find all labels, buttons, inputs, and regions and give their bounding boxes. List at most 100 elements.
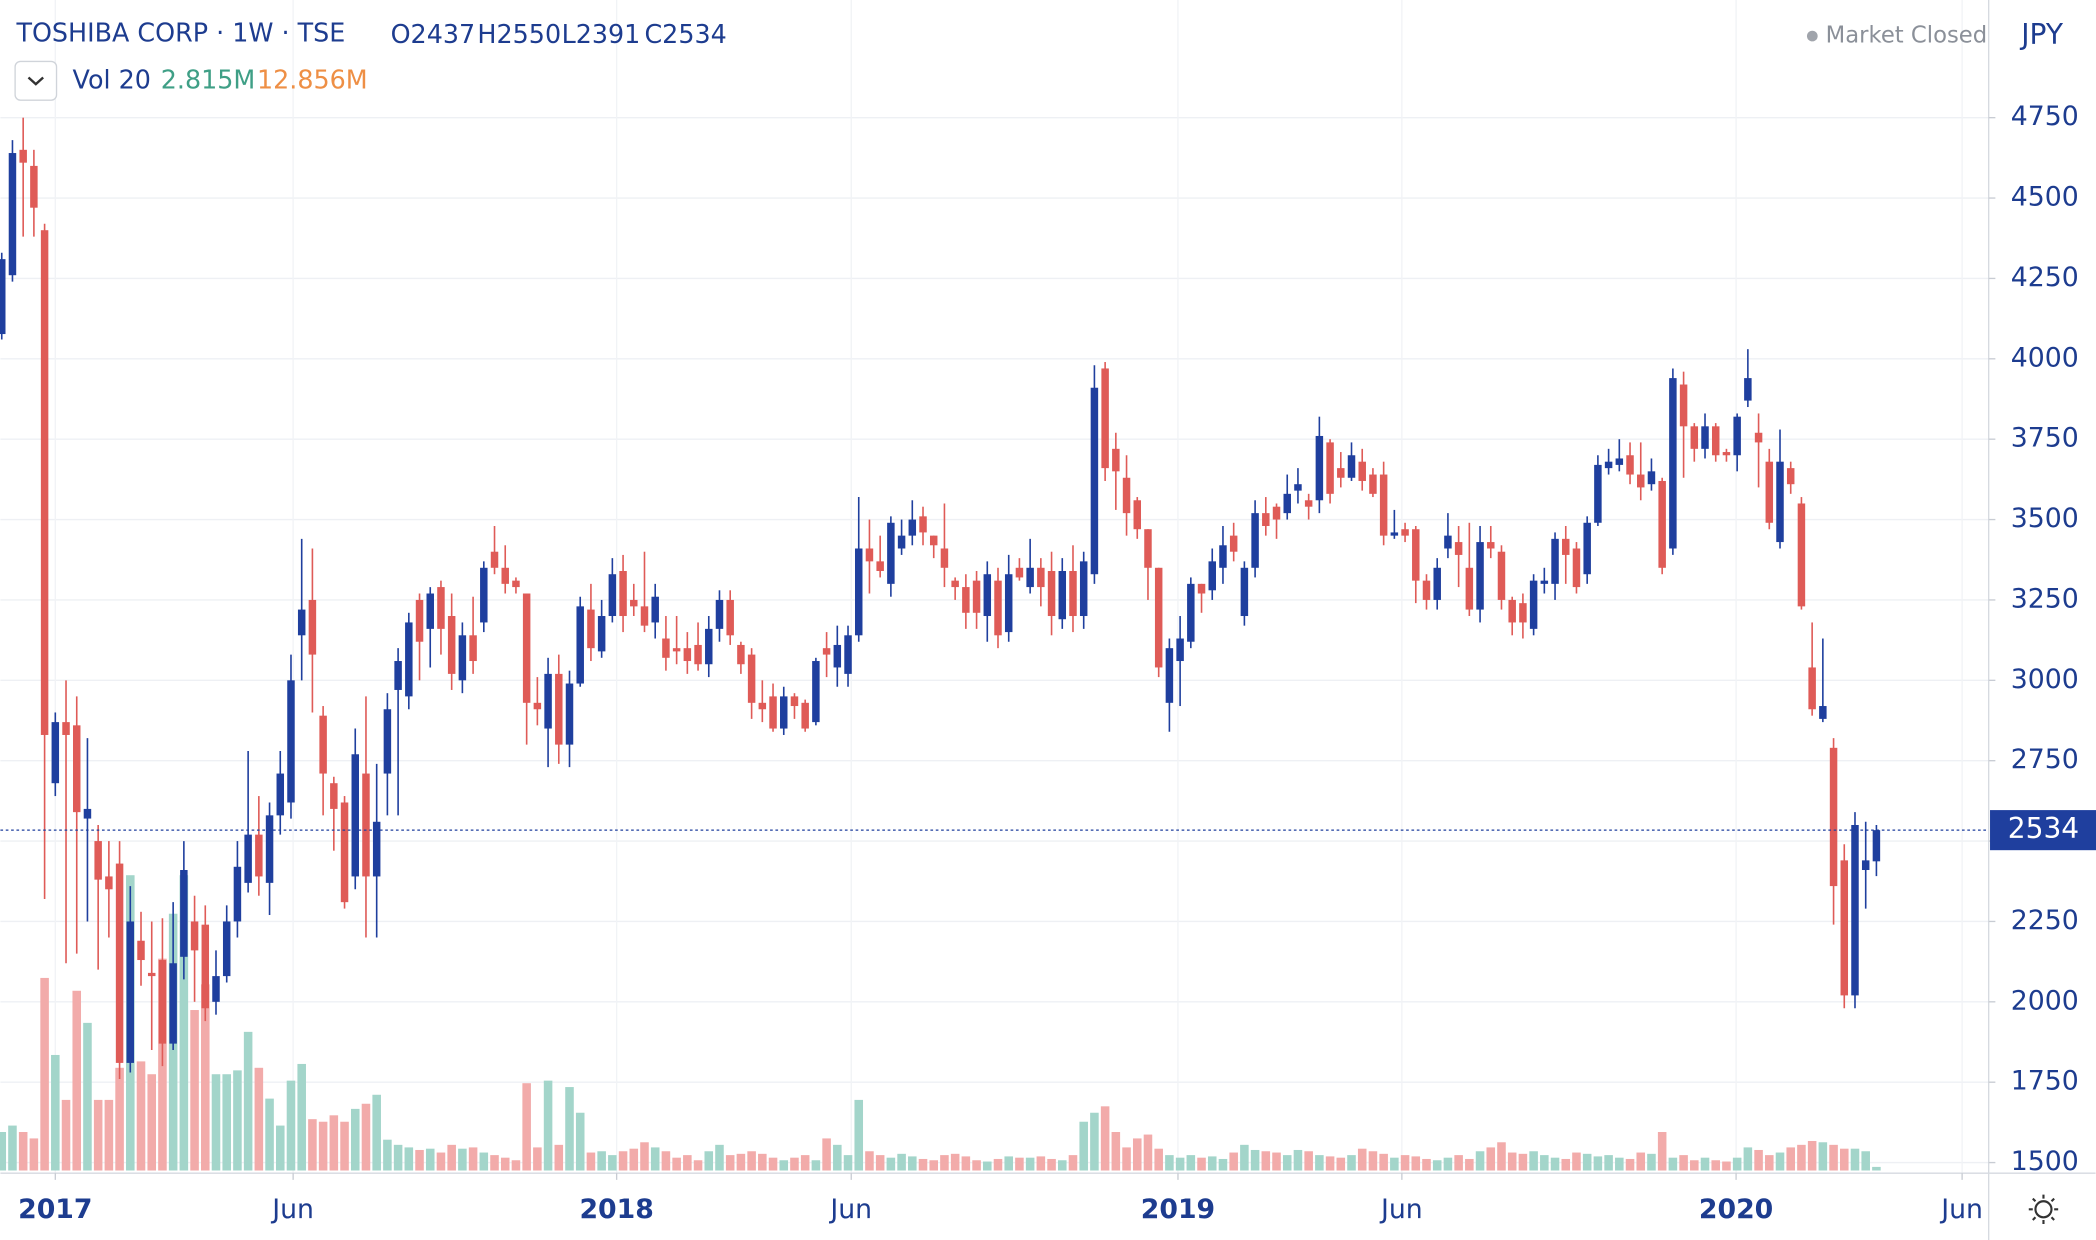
ohlc-high: H2550 [477, 19, 561, 49]
candle-body [222, 921, 231, 977]
candle-body [169, 963, 177, 1044]
candle-body [501, 567, 509, 584]
candle-body [812, 661, 820, 723]
volume-bar [833, 1144, 842, 1171]
volume-bar [758, 1153, 767, 1171]
candle-body [458, 635, 467, 681]
candle-body [1615, 458, 1624, 465]
volume-bar [683, 1155, 692, 1171]
candle-body [40, 230, 49, 735]
settings-icon[interactable] [2028, 1194, 2059, 1224]
currency[interactable]: JPY [2019, 18, 2064, 51]
candle-body [308, 599, 317, 655]
volume-bar [1282, 1155, 1292, 1171]
volume-bar [1411, 1156, 1421, 1171]
candle-body [1861, 860, 1870, 871]
candle-body [1508, 599, 1516, 623]
candles [0, 117, 1989, 1079]
candle-body [1679, 384, 1688, 427]
volume-bar [51, 1054, 60, 1171]
gear-teeth [2028, 1194, 2059, 1224]
candle-body [544, 673, 552, 729]
last-price-tag [1990, 810, 2096, 851]
ohlc-open: O2437 [391, 19, 476, 49]
volume-bar [1036, 1156, 1046, 1171]
candle-body [1390, 532, 1399, 536]
x-tick-label: Jun [1939, 1194, 1983, 1225]
candle-body [683, 648, 692, 662]
candle-body [1433, 567, 1441, 600]
candle-body [1422, 580, 1431, 600]
volume-bar [1229, 1152, 1238, 1171]
volume-bar [597, 1151, 606, 1171]
candle-body [1369, 474, 1377, 494]
volume-bar [1722, 1161, 1731, 1171]
candle-body [190, 921, 199, 951]
candle-body [887, 522, 895, 584]
volume-bar [940, 1155, 949, 1171]
volume-bar [254, 1067, 264, 1171]
volume-bar [865, 1151, 874, 1171]
collapse-button[interactable] [14, 60, 58, 101]
candle-body [265, 815, 274, 883]
candle-body [212, 976, 220, 1002]
y-tick-label: 3000 [2011, 664, 2079, 695]
volume-bar [1154, 1148, 1163, 1171]
y-tick-label: 4000 [2011, 342, 2079, 373]
status-dot [1806, 30, 1818, 42]
candle-body [994, 580, 1002, 636]
volume-bar [447, 1144, 456, 1171]
y-tick-label: 4500 [2011, 182, 2079, 213]
candle-body [1626, 455, 1634, 475]
volume-bar [993, 1158, 1003, 1171]
candle-body [555, 673, 563, 745]
candle-body [1144, 529, 1152, 568]
volume-bar [779, 1160, 789, 1171]
candle-body [1229, 535, 1238, 552]
candle-body [255, 834, 263, 877]
volume-bar [1186, 1155, 1196, 1171]
volume-bar [1486, 1147, 1496, 1171]
candle-body [929, 535, 938, 546]
volume-bar [608, 1155, 617, 1171]
volume-bar [1561, 1158, 1571, 1171]
candle-body [437, 587, 445, 629]
volume-bar [1454, 1155, 1463, 1171]
candle-body [801, 702, 809, 729]
volume-bar [29, 1138, 39, 1171]
candle-body [1315, 435, 1324, 501]
volume-bar [950, 1153, 960, 1171]
volume-bar [640, 1142, 649, 1171]
volume-bar [693, 1160, 703, 1171]
x-tick-label: Jun [270, 1194, 314, 1225]
volume-bar [533, 1147, 542, 1171]
volume-bar [147, 1074, 156, 1171]
volume-bar [1240, 1144, 1249, 1171]
volume-bar [1015, 1157, 1024, 1171]
collapse-box[interactable] [14, 60, 58, 101]
candle-body [1079, 561, 1088, 617]
y-tick-label: 4250 [2011, 262, 2079, 293]
candle-body [19, 149, 27, 163]
volume-indicator: Vol 20 [73, 65, 151, 95]
volume-bar [415, 1149, 424, 1171]
volume-bar [747, 1151, 756, 1171]
candle-body [1637, 474, 1645, 488]
candle-body [1754, 432, 1763, 443]
candle-body [330, 783, 338, 809]
volume-bar [93, 1099, 103, 1171]
volume-bar [1636, 1152, 1646, 1171]
volume-bar [1347, 1155, 1356, 1171]
candle-body [1669, 378, 1677, 549]
candle-body [822, 648, 831, 655]
candle-body [372, 821, 381, 877]
volume-bar [1518, 1153, 1528, 1171]
volume-bar [1840, 1148, 1849, 1171]
candle-body [1465, 567, 1474, 610]
volume-bar [1690, 1160, 1699, 1171]
volume-bar [318, 1121, 328, 1171]
candle-body [983, 574, 992, 617]
volume-bar [1304, 1151, 1313, 1171]
volume-bar [1100, 1106, 1110, 1171]
